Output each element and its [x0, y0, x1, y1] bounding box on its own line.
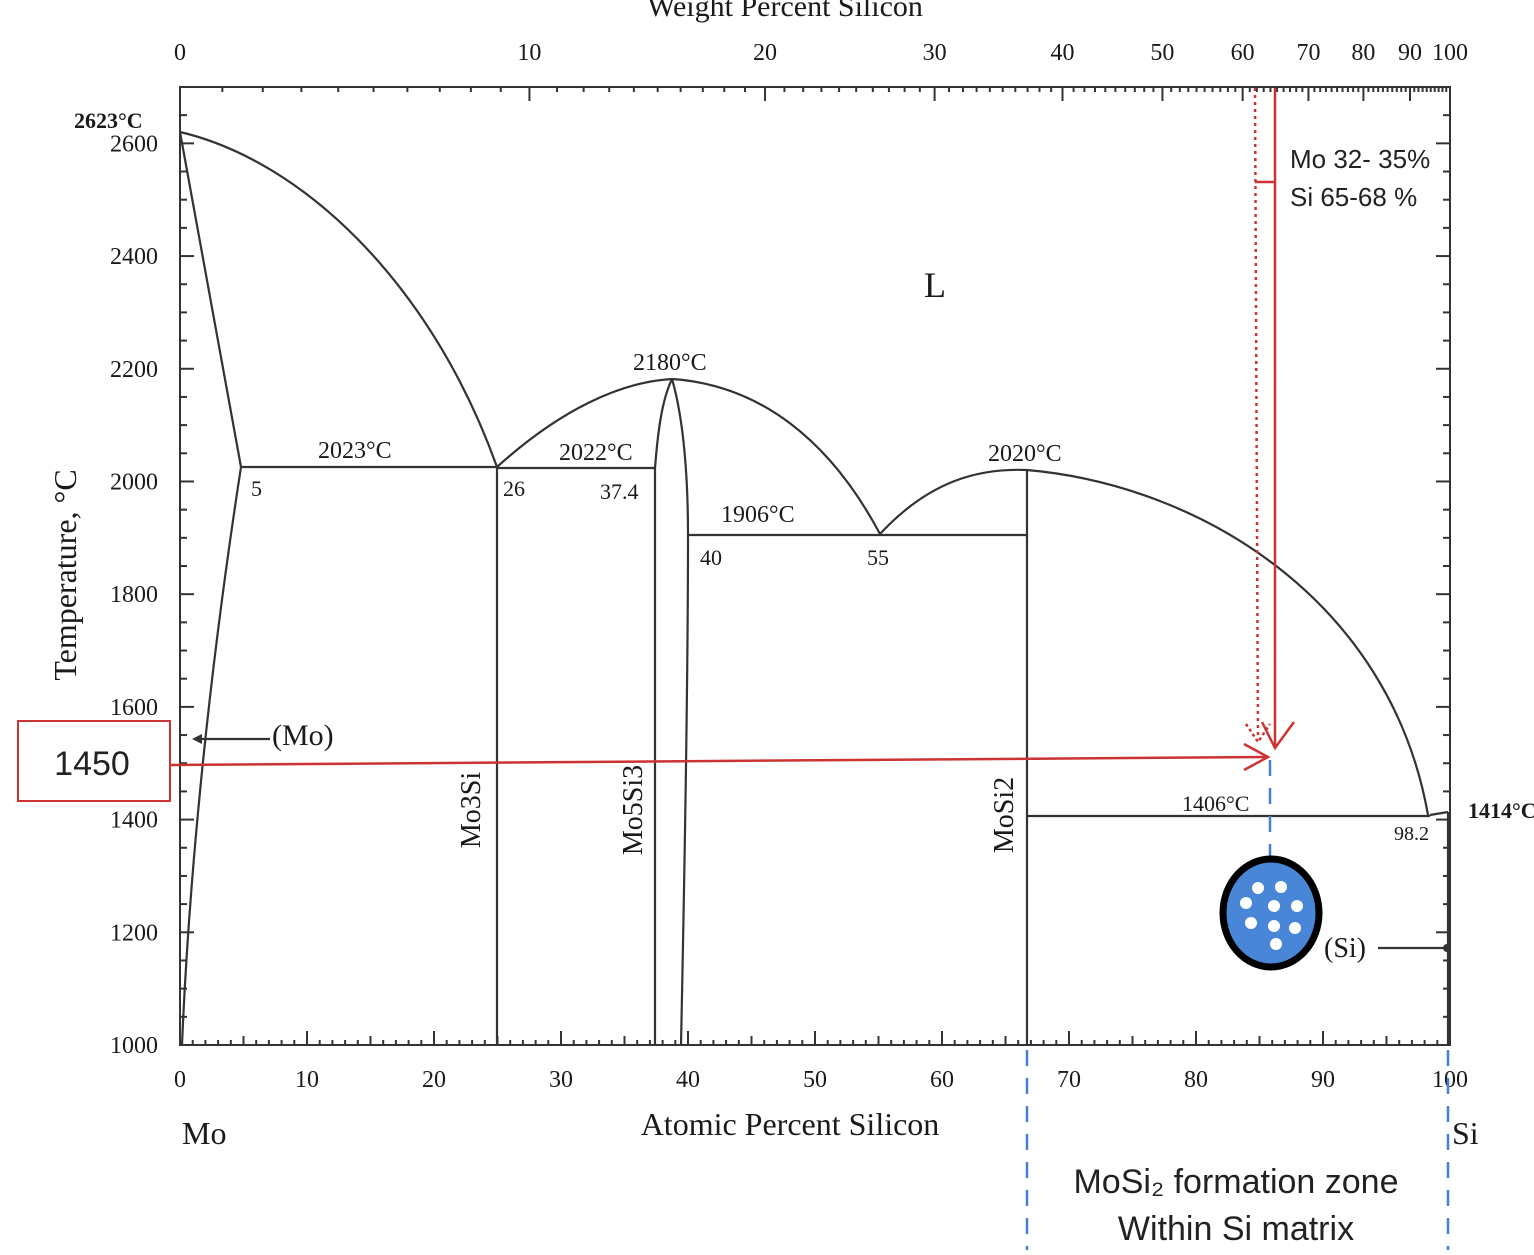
- particle-dot: [1289, 922, 1301, 934]
- liquidus-mid-left: [496, 377, 673, 468]
- mo-liquidus: [179, 130, 499, 468]
- red-annotations: 1450 Mo 32- 35% Si 65-68 %: [17, 87, 1430, 802]
- particle-dot: [1275, 881, 1287, 893]
- x-tick-label: 60: [930, 1067, 954, 1093]
- temp-arrowhead: [1243, 742, 1271, 772]
- mosi2-compound: MoSi2: [989, 777, 1020, 853]
- mo5si3-dome-right: [670, 378, 690, 1046]
- composition-arrow-dotted: [1253, 87, 1260, 741]
- x-tick-label: 0: [174, 1067, 186, 1093]
- y-tick-labels: 1000 1200 1400 1600 1800 2000 2200 2400 2600: [110, 131, 158, 1059]
- top-axis-title: Weight Percent Silicon: [647, 0, 923, 23]
- top-tick-label: 100: [1432, 40, 1468, 66]
- y-tick-label: 1600: [110, 695, 158, 721]
- particle-dot: [1240, 897, 1252, 909]
- si-phase-label: (Si): [1324, 933, 1366, 964]
- eutectic-2023-label: 2023°C: [318, 438, 392, 464]
- phase-boundaries: [178, 130, 1450, 1046]
- mo-melting-point: 2623°C: [74, 108, 143, 133]
- mo-element-label: Mo: [182, 1115, 226, 1151]
- si-phase-arrowhead: [1443, 944, 1451, 952]
- y-tick-label: 2000: [110, 469, 158, 495]
- particle-dot: [1270, 938, 1282, 950]
- temp-box-value: 1450: [54, 745, 130, 783]
- particle-dot: [1268, 900, 1280, 912]
- temp-line-1450: [169, 755, 1269, 767]
- x-tick-label: 40: [676, 1067, 700, 1093]
- x-tick-label: 10: [295, 1067, 319, 1093]
- si-solidus: [1429, 810, 1449, 817]
- top-tick-labels: 0 10 20 30 40 50 60 70 80 90 100: [174, 40, 1468, 66]
- y-tick-label: 1800: [110, 582, 158, 608]
- particle-dots: [1240, 881, 1303, 950]
- composition-arrowhead-solid: [1260, 721, 1296, 751]
- mo5si3-dome-left: [653, 378, 673, 469]
- particle-dot: [1291, 900, 1303, 912]
- eutectic-1406-comp: 98.2: [1394, 823, 1429, 845]
- mo3si-compound: Mo3Si: [456, 772, 487, 848]
- liquid-region-label: L: [924, 265, 946, 305]
- left-axis-title: Temperature, °C: [47, 469, 83, 680]
- eutectic-1906-right: 55: [867, 545, 889, 570]
- eutectic-2023-right: 26: [503, 476, 525, 501]
- top-tick-label: 90: [1398, 40, 1422, 66]
- liquidus-mosi2-left: [879, 468, 1028, 535]
- x-tick-label: 90: [1311, 1067, 1335, 1093]
- mo5si3-compound: Mo5Si3: [618, 765, 649, 855]
- y-tick-label: 1400: [110, 808, 158, 834]
- eutectic-2023-left: 5: [251, 476, 262, 501]
- x-tick-label: 50: [803, 1067, 827, 1093]
- eutectic-1906-left: 40: [700, 545, 722, 570]
- y-tick-label: 1200: [110, 920, 158, 946]
- mo-phase-label: (Mo): [272, 719, 334, 752]
- top-tick-label: 80: [1351, 40, 1375, 66]
- composition-si: Si 65-68 %: [1290, 182, 1417, 212]
- mo-solidus: [178, 131, 243, 468]
- zone-caption-1: MoSi₂ formation zone: [1073, 1163, 1398, 1201]
- x-tick-label: 70: [1057, 1067, 1081, 1093]
- top-tick-label: 50: [1150, 40, 1174, 66]
- liquidus-si-side: [1026, 468, 1430, 816]
- composition-arrowhead-dotted: [1244, 723, 1272, 745]
- y-tick-label: 2400: [110, 244, 158, 270]
- peritectic-label: 2022°C: [559, 440, 633, 466]
- formation-zone: MoSi₂ formation zone Within Si matrix: [1025, 760, 1450, 1250]
- si-melting-point: 1414°C: [1468, 798, 1534, 823]
- top-tick-label: 40: [1051, 40, 1075, 66]
- x-tick-label: 20: [422, 1067, 446, 1093]
- composition-mo: Mo 32- 35%: [1290, 144, 1430, 174]
- bottom-axis-title: Atomic Percent Silicon: [641, 1106, 940, 1142]
- y-tick-label: 2200: [110, 357, 158, 383]
- top-tick-label: 0: [174, 40, 186, 66]
- y-tick-label: 2600: [110, 131, 158, 157]
- top-tick-label: 70: [1296, 40, 1320, 66]
- top-tick-label: 60: [1231, 40, 1255, 66]
- x-tick-labels: 0 10 20 30 40 50 60 70 80 90 100: [174, 1067, 1468, 1093]
- eutectic-1406-label: 1406°C: [1182, 791, 1249, 816]
- zone-caption-2: Within Si matrix: [1118, 1210, 1354, 1248]
- si-element-label: Si: [1452, 1115, 1479, 1151]
- particle-dot: [1245, 917, 1257, 929]
- diagram-labels: 2623°C 1414°C L 2023°C 5 26 2022°C 37.4 …: [74, 108, 1534, 964]
- peritectic-comp: 37.4: [600, 479, 639, 504]
- top-tick-label: 10: [517, 40, 541, 66]
- mosi2-melt-label: 2020°C: [988, 441, 1062, 467]
- mo-solvus: [180, 466, 243, 1046]
- top-tick-label: 30: [923, 40, 947, 66]
- particle-dot: [1252, 882, 1264, 894]
- mo-phase-arrowhead: [192, 734, 202, 744]
- particle-dot: [1268, 920, 1280, 932]
- x-tick-label: 30: [549, 1067, 573, 1093]
- liquidus-mid-right: [671, 377, 881, 535]
- x-tick-label: 80: [1184, 1067, 1208, 1093]
- top-tick-label: 20: [753, 40, 777, 66]
- temp-box: [17, 720, 171, 802]
- eutectic-1906-label: 1906°C: [721, 502, 795, 528]
- x-tick-label: 100: [1432, 1067, 1468, 1093]
- mosi2-particle: [1219, 855, 1323, 971]
- y-tick-label: 1000: [110, 1033, 158, 1059]
- congruent-label: 2180°C: [633, 350, 707, 376]
